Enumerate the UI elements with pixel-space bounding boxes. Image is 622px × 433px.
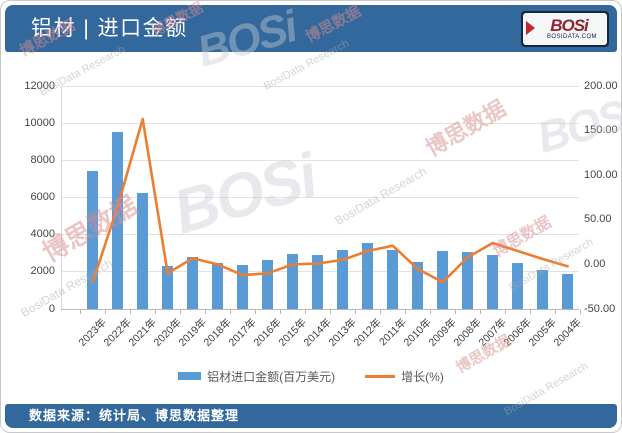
h-gridline [61,122,579,124]
left-axis-tick-label: 8000 [30,153,55,166]
chart-legend: 铝材进口金额(百万美元) 增长(%) [1,367,621,385]
legend-label: 增长(%) [401,369,444,384]
bar-2010年 [412,261,424,309]
bar-2007年 [487,255,499,309]
x-axis-tick [555,310,557,314]
x-axis-tick [405,310,407,314]
bar-2009年 [437,251,449,309]
right-axis-tick-label: 50.00 [584,213,612,226]
bar-2022年 [112,131,124,309]
x-axis-tick [230,310,232,314]
x-axis-tick [580,310,582,314]
data-source-text: 数据来源：统计局、博思数据整理 [29,408,240,423]
x-axis-tick [255,310,257,314]
x-axis-tick [280,310,282,314]
logo-wordmark: BOSi [550,16,589,35]
footer-band: 数据来源：统计局、博思数据整理 [5,404,617,428]
left-axis-tick-label: 2000 [30,265,55,278]
page-title: 铝材 | 进口金额 [31,17,188,40]
h-gridline [61,85,579,87]
bar-2015年 [287,254,299,309]
x-axis-tick [155,310,157,314]
header-band: 铝材 | 进口金额 BOSi BOSIDATA.COM [5,5,617,52]
bar-2016年 [262,259,274,309]
left-axis-tick-label: 10000 [24,116,55,129]
right-axis-tick-label: 100.00 [584,168,618,181]
legend-item-growth: 增长(%) [365,368,444,385]
legend-item-import: 铝材进口金额(百万美元) [178,368,335,385]
bar-2008年 [462,252,474,309]
bar-2021年 [137,192,149,309]
bosi-logo: BOSi BOSIDATA.COM [521,11,609,47]
right-axis-tick-label: -50.00 [584,302,616,315]
x-axis-tick [480,310,482,314]
bar-2017年 [237,265,249,309]
right-axis-tick-label: 150.00 [584,124,618,137]
left-axis-tick-label: 12000 [24,79,55,92]
bar-2019年 [187,256,199,309]
left-axis-tick-label: 6000 [30,191,55,203]
x-axis-tick [305,310,307,314]
bar-2012年 [362,243,374,309]
right-axis-tick-label: 200.00 [584,79,618,92]
bar-2020年 [162,266,174,309]
x-axis-tick [180,310,182,314]
x-axis-tick [380,310,382,314]
bar-2013年 [337,249,349,309]
left-axis-tick-label: 0 [48,302,55,315]
h-gridline [61,159,579,161]
bar-2004年 [562,273,574,309]
x-axis-tick [130,310,132,314]
bar-2005年 [537,269,549,309]
left-axis-tick-label: 4000 [30,228,55,241]
x-axis-tick [105,310,107,314]
bosi-logo-inner: BOSi BOSIDATA.COM [523,13,607,45]
line-series-swatch [365,374,396,378]
x-axis-tick [80,310,82,314]
x-axis-tick [205,310,207,314]
logo-domain: BOSIDATA.COM [547,34,597,40]
x-axis-tick [505,310,507,314]
right-axis-tick-label: 0.00 [584,257,606,270]
x-axis-tick [355,310,357,314]
bar-2011年 [387,249,399,309]
bar-2006年 [512,263,524,309]
bar-2023年 [87,170,99,309]
x-axis-tick [455,310,457,314]
x-axis-tick [430,310,432,314]
bar-series-swatch [178,372,202,380]
bar-2018年 [212,263,224,309]
x-axis-tick [330,310,332,314]
logo-triangle-icon [526,21,535,35]
x-axis-tick [530,310,532,314]
x-axis-line [61,309,579,310]
legend-label: 铝材进口金额(百万美元) [207,369,336,384]
y-axis-line [61,86,62,309]
bar-2014年 [312,255,324,309]
